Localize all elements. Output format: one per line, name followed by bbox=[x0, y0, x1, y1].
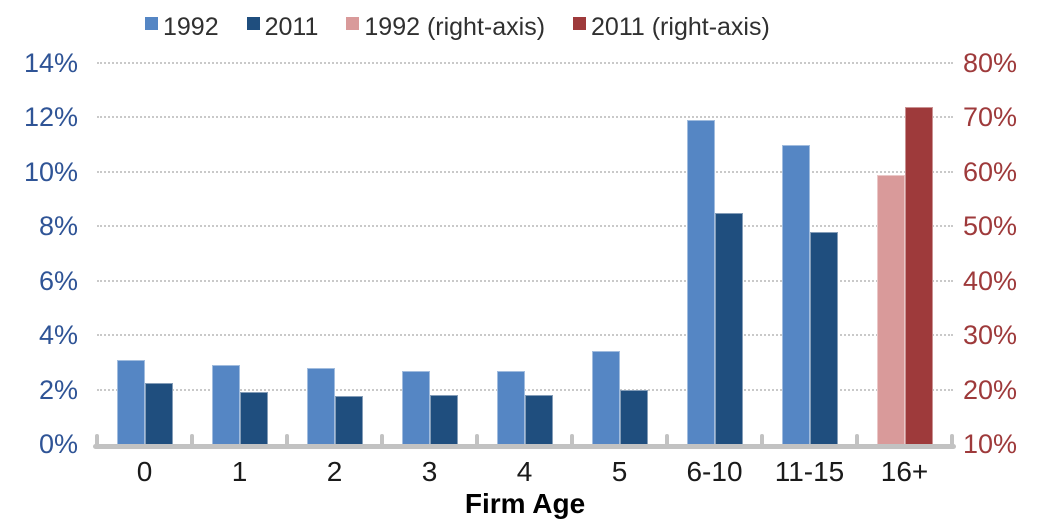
right-axis-tick-label: 40% bbox=[963, 265, 1018, 296]
left-axis-tick-label: 12% bbox=[23, 102, 78, 133]
bar-1992-11-15 bbox=[781, 144, 810, 444]
left-axis-tick-label: 6% bbox=[38, 265, 78, 296]
left-axis-tick-label: 10% bbox=[23, 156, 78, 187]
x-category-label: 0 bbox=[136, 456, 153, 487]
legend: 1992 2011 1992 (right-axis) 2011 (right-axi… bbox=[145, 12, 770, 42]
legend-item-1992-right-axis: 1992 (right-axis) bbox=[346, 12, 545, 42]
right-axis-tick-label: 80% bbox=[963, 48, 1018, 78]
legend-item-2011: 2011 bbox=[246, 12, 319, 42]
bar-2011-3 bbox=[429, 395, 458, 444]
x-category-label: 1 bbox=[231, 456, 248, 487]
x-category-label: 16+ bbox=[880, 456, 929, 487]
x-axis-tick bbox=[380, 434, 384, 448]
gridline bbox=[97, 279, 953, 282]
bar-2011-right-axis-16 bbox=[904, 106, 933, 444]
x-axis-title: Firm Age bbox=[464, 488, 586, 519]
x-axis-tick bbox=[855, 434, 859, 448]
x-axis-tick bbox=[665, 434, 669, 448]
left-axis-tick-label: 4% bbox=[38, 320, 78, 351]
x-category-label: 3 bbox=[421, 456, 438, 487]
left-axis-tick-label: 8% bbox=[38, 211, 78, 242]
left-axis-tick-label: 14% bbox=[23, 48, 78, 78]
legend-label: 2011 bbox=[264, 13, 319, 41]
bar-1992-1 bbox=[211, 365, 240, 444]
bar-2011-6-10 bbox=[714, 212, 743, 444]
x-axis-tick bbox=[475, 434, 479, 448]
gridline bbox=[97, 170, 953, 173]
bar-1992-6-10 bbox=[686, 120, 715, 444]
x-axis-tick bbox=[570, 434, 574, 448]
right-axis-tick-label: 30% bbox=[963, 320, 1018, 351]
right-axis-tick-label: 60% bbox=[963, 156, 1018, 187]
bar-2011-0 bbox=[144, 382, 173, 444]
x-category-label: 2 bbox=[326, 456, 343, 487]
gridline bbox=[97, 116, 953, 119]
bar-1992-3 bbox=[401, 370, 430, 444]
right-axis-tick-label: 50% bbox=[963, 211, 1018, 242]
left-axis-tick-label: 0% bbox=[38, 429, 78, 459]
x-axis-tick bbox=[760, 434, 764, 448]
left-axis-tick-label: 2% bbox=[38, 374, 78, 405]
x-category-label: 4 bbox=[516, 456, 533, 487]
bar-1992-2 bbox=[306, 367, 335, 444]
bar-2011-5 bbox=[619, 389, 648, 444]
x-axis-tick bbox=[285, 434, 289, 448]
right-axis-tick-label: 70% bbox=[963, 102, 1018, 133]
gridline bbox=[97, 388, 953, 391]
x-category-label: 6-10 bbox=[686, 456, 743, 487]
bar-1992-0 bbox=[116, 359, 145, 444]
gridline bbox=[97, 62, 953, 64]
bar-2011-1 bbox=[239, 392, 268, 444]
x-axis-tick bbox=[190, 434, 194, 448]
bar-1992-4 bbox=[496, 370, 525, 444]
right-axis-tick-label: 10% bbox=[963, 429, 1018, 459]
gridline bbox=[97, 334, 953, 337]
legend-item-1992: 1992 bbox=[145, 12, 219, 42]
x-category-label: 11-15 bbox=[774, 456, 845, 487]
legend-swatch-1992-right-axis-icon bbox=[346, 17, 360, 30]
legend-label: 1992 (right-axis) bbox=[364, 13, 546, 41]
legend-item-2011-right-axis: 2011 (right-axis) bbox=[573, 12, 770, 42]
legend-swatch-1992-icon bbox=[145, 17, 158, 30]
right-axis-tick-label: 20% bbox=[963, 374, 1018, 405]
x-axis-tick bbox=[950, 434, 954, 448]
legend-label: 1992 bbox=[163, 13, 219, 41]
gridline bbox=[97, 225, 953, 228]
bar-2011-11-15 bbox=[809, 231, 838, 444]
x-axis-tick bbox=[95, 434, 99, 448]
legend-swatch-2011-right-axis-icon bbox=[573, 17, 587, 30]
x-category-label: 5 bbox=[611, 456, 628, 487]
legend-swatch-2011-icon bbox=[246, 17, 260, 30]
x-axis-line bbox=[93, 444, 956, 449]
bar-1992-5 bbox=[591, 351, 620, 444]
bar-2011-4 bbox=[524, 395, 553, 444]
bar-2011-2 bbox=[334, 396, 363, 444]
legend-label: 2011 (right-axis) bbox=[591, 13, 770, 41]
bar-1992-right-axis-16 bbox=[876, 174, 905, 444]
